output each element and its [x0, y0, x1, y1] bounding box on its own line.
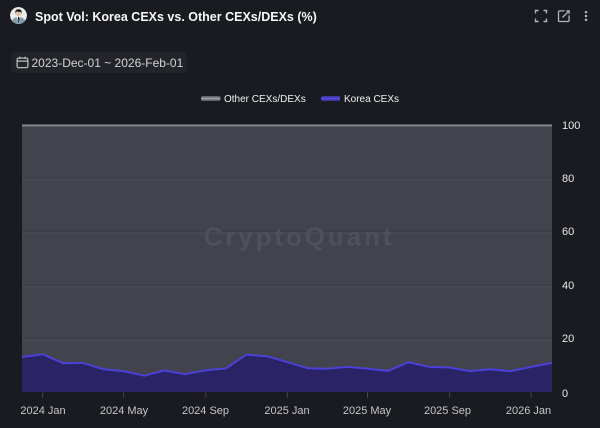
svg-text:CryptoQuant: CryptoQuant: [204, 222, 395, 252]
